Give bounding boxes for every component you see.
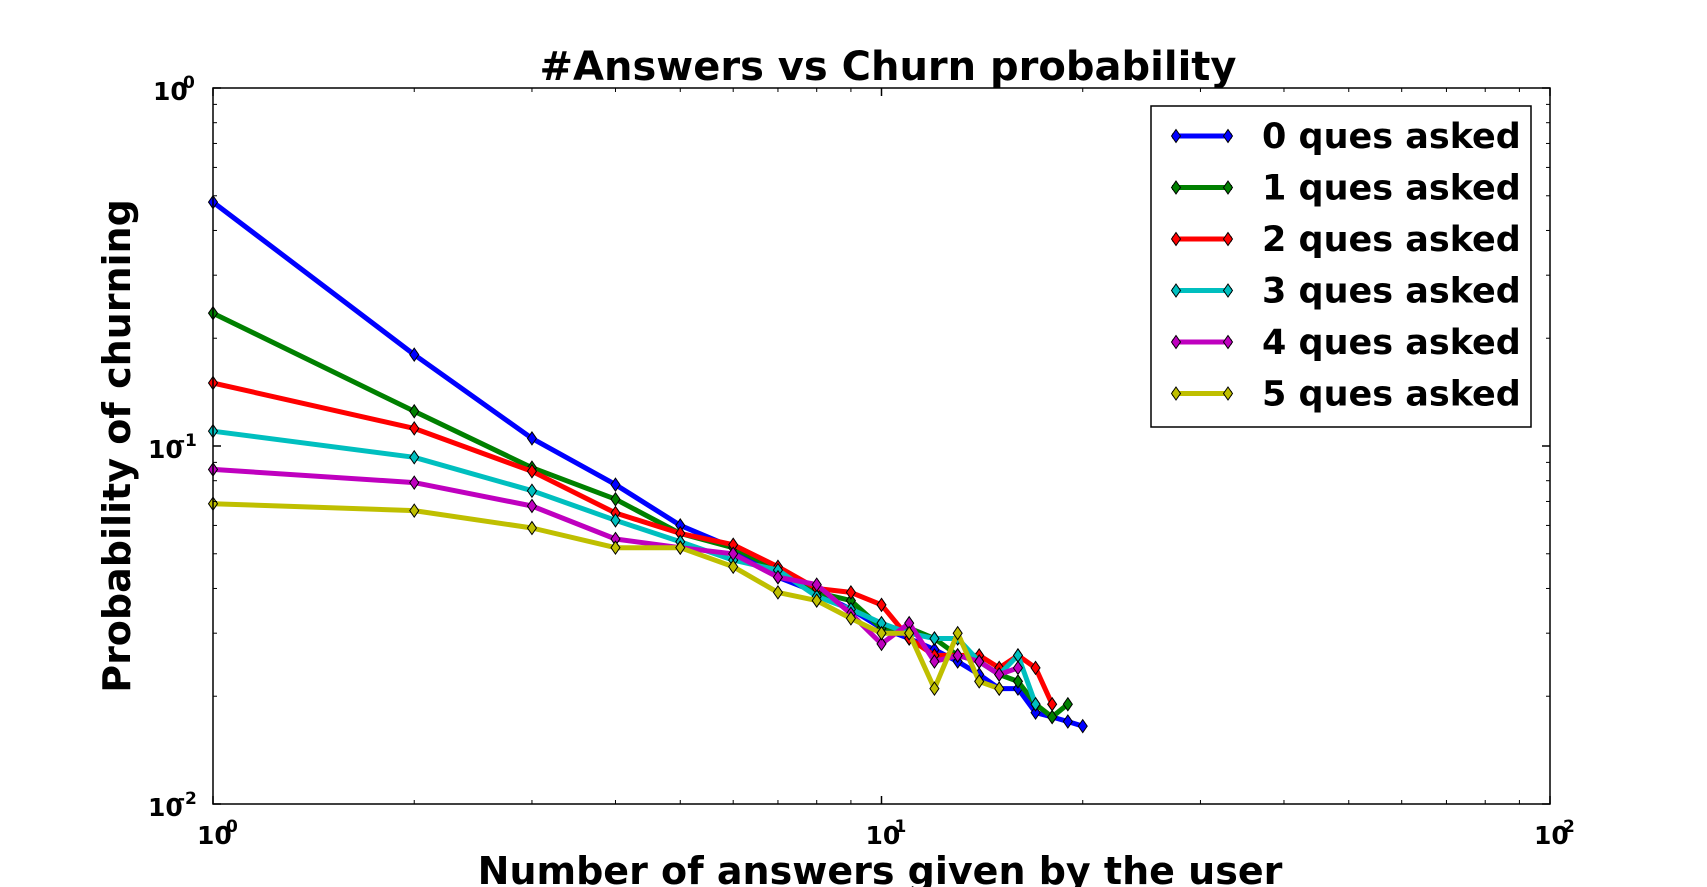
y-tick-label-2: 10-2 bbox=[148, 789, 197, 822]
data-point bbox=[526, 431, 538, 446]
data-point bbox=[610, 477, 621, 493]
x-tick-label-0: 100 bbox=[197, 817, 238, 850]
data-point bbox=[994, 681, 1005, 697]
data-point bbox=[610, 512, 621, 528]
legend-marker bbox=[1170, 334, 1182, 350]
legend: 0 ques asked 1 ques asked 2 ques asked 3 qu… bbox=[1150, 105, 1532, 428]
legend-label: 0 ques asked bbox=[1262, 117, 1521, 157]
legend-marker bbox=[1170, 386, 1182, 401]
legend-marker bbox=[1222, 180, 1234, 195]
series-layer bbox=[207, 194, 1088, 734]
x-tick-label-exponent: 1 bbox=[895, 817, 907, 837]
y-tick-label-0: 100 bbox=[153, 73, 195, 106]
data-point bbox=[526, 498, 538, 514]
legend-marker bbox=[1222, 128, 1234, 144]
legend-label: 5 ques asked bbox=[1262, 375, 1521, 415]
data-point bbox=[610, 540, 621, 556]
data-point bbox=[876, 636, 887, 652]
data-point bbox=[929, 681, 940, 697]
x-tick-label-base: 10 bbox=[197, 821, 232, 850]
data-point bbox=[974, 654, 985, 669]
data-point bbox=[811, 593, 822, 608]
data-point bbox=[409, 449, 420, 465]
x-tick-label-exponent: 2 bbox=[1563, 817, 1575, 837]
data-point bbox=[409, 503, 420, 518]
data-point bbox=[526, 483, 538, 499]
legend-frame bbox=[1150, 105, 1532, 428]
y-tick-label-exponent: -2 bbox=[178, 789, 197, 809]
data-point bbox=[1077, 718, 1088, 734]
y-axis-label: Probability of churning bbox=[95, 199, 139, 693]
legend-marker bbox=[1170, 283, 1182, 298]
data-point bbox=[929, 654, 940, 669]
legend-marker bbox=[1170, 128, 1182, 144]
y-tick-label-base: 10 bbox=[148, 435, 183, 464]
data-point bbox=[845, 610, 857, 626]
data-point bbox=[811, 577, 822, 593]
legend-item-0: 0 ques asked bbox=[1170, 117, 1521, 157]
y-tick-label-base: 10 bbox=[153, 77, 188, 106]
data-point bbox=[675, 540, 686, 556]
data-point bbox=[952, 648, 963, 663]
data-point bbox=[1062, 714, 1073, 729]
data-point bbox=[952, 625, 963, 641]
legend-item-2: 2 ques asked bbox=[1170, 220, 1521, 260]
data-point bbox=[1030, 660, 1041, 676]
data-point bbox=[526, 463, 538, 479]
legend-item-1: 1 ques asked bbox=[1170, 169, 1521, 209]
legend-item-4: 4 ques asked bbox=[1170, 323, 1521, 363]
data-point bbox=[772, 585, 784, 600]
y-tick-label-exponent: 0 bbox=[183, 73, 195, 93]
legend-label: 3 ques asked bbox=[1262, 272, 1521, 312]
x-tick-label-1: 101 bbox=[866, 817, 907, 850]
data-point bbox=[1030, 705, 1041, 720]
data-point bbox=[409, 403, 420, 419]
data-point bbox=[1062, 696, 1073, 712]
y-tick-label-exponent: -1 bbox=[178, 431, 197, 451]
legend-item-5: 5 ques asked bbox=[1170, 375, 1521, 415]
x-tick-label-base: 10 bbox=[1534, 821, 1569, 850]
data-point bbox=[876, 625, 887, 641]
data-point bbox=[974, 674, 985, 689]
x-tick-label-exponent: 0 bbox=[226, 817, 238, 837]
y-tick-label-1: 10-1 bbox=[148, 431, 197, 464]
legend-label: 1 ques asked bbox=[1262, 169, 1521, 209]
x-tick-label-2: 102 bbox=[1534, 817, 1575, 850]
data-point bbox=[845, 585, 857, 600]
legend-marker bbox=[1222, 386, 1234, 401]
data-point bbox=[409, 347, 420, 362]
legend-label: 2 ques asked bbox=[1262, 220, 1521, 260]
data-point bbox=[409, 421, 420, 436]
legend-marker bbox=[1170, 180, 1182, 195]
data-point bbox=[994, 667, 1005, 682]
legend-label: 4 ques asked bbox=[1262, 323, 1521, 363]
legend-marker bbox=[1222, 231, 1234, 247]
data-point bbox=[1012, 660, 1024, 676]
data-point bbox=[1047, 709, 1058, 725]
data-point bbox=[876, 597, 887, 613]
data-point bbox=[1047, 696, 1058, 712]
x-tick-label-base: 10 bbox=[866, 821, 901, 850]
legend-marker bbox=[1170, 231, 1182, 247]
legend-marker bbox=[1222, 283, 1234, 298]
data-point bbox=[929, 631, 940, 646]
chart-title: #Answers vs Churn probability bbox=[540, 44, 1237, 90]
data-point bbox=[1012, 674, 1024, 689]
legend-item-3: 3 ques asked bbox=[1170, 272, 1521, 312]
data-point bbox=[904, 625, 915, 641]
legend-marker bbox=[1222, 334, 1234, 350]
x-axis-label: Number of answers given by the user bbox=[478, 849, 1283, 887]
y-tick-label-base: 10 bbox=[148, 793, 183, 822]
data-point bbox=[526, 520, 538, 536]
data-point bbox=[772, 569, 784, 585]
data-point bbox=[409, 475, 420, 491]
data-point bbox=[728, 559, 739, 575]
data-point bbox=[1030, 696, 1041, 712]
